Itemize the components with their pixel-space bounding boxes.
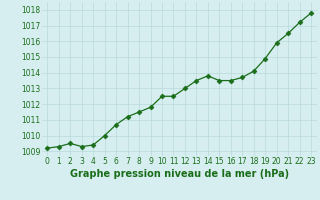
X-axis label: Graphe pression niveau de la mer (hPa): Graphe pression niveau de la mer (hPa) [70,169,289,179]
